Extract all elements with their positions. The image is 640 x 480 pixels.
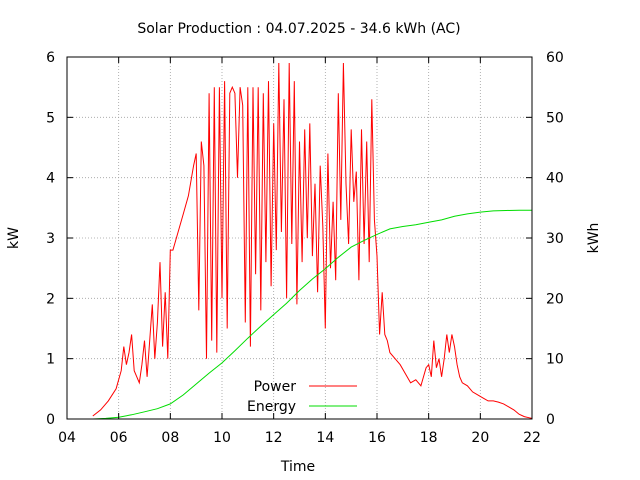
right-y-axis-label: kWh xyxy=(586,223,602,254)
y-right-tick-label: 20 xyxy=(546,291,564,307)
y-right-tick-label: 60 xyxy=(546,50,564,66)
x-tick-label: 22 xyxy=(523,430,541,446)
left-y-axis-label: kW xyxy=(6,227,22,249)
chart-title: Solar Production : 04.07.2025 - 34.6 kWh… xyxy=(137,21,460,37)
legend: Power Energy xyxy=(247,379,357,415)
x-tick-label: 12 xyxy=(265,430,283,446)
y-left-tick-label: 3 xyxy=(46,231,55,247)
y-right-tick-label: 10 xyxy=(546,352,564,368)
y-left-tick-label: 0 xyxy=(46,412,55,428)
x-tick-label: 20 xyxy=(471,430,489,446)
x-tick-label: 08 xyxy=(161,430,179,446)
energy-line xyxy=(92,209,532,420)
y-left-tick-label: 6 xyxy=(46,50,55,66)
y-right-tick-label: 30 xyxy=(546,231,564,247)
power-series xyxy=(92,62,533,419)
x-tick-label: 14 xyxy=(316,430,334,446)
x-tick-label: 18 xyxy=(420,430,438,446)
x-tick-label: 16 xyxy=(368,430,386,446)
x-tick-label: 06 xyxy=(110,430,128,446)
x-tick-label: 04 xyxy=(58,430,76,446)
y-left-tick-label: 1 xyxy=(46,352,55,368)
legend-label-power: Power xyxy=(254,379,297,395)
x-axis-label: Time xyxy=(280,459,315,475)
y-right-tick-label: 0 xyxy=(546,412,555,428)
power-line xyxy=(92,62,533,419)
energy-series xyxy=(92,209,532,420)
y-left-tick-label: 4 xyxy=(46,171,55,187)
grid-lines xyxy=(67,57,532,419)
x-tick-label: 10 xyxy=(213,430,231,446)
y-right-tick-label: 50 xyxy=(546,110,564,126)
y-right-tick-label: 40 xyxy=(546,171,564,187)
y-left-tick-label: 2 xyxy=(46,291,55,307)
y-left-tick-label: 5 xyxy=(46,110,55,126)
legend-label-energy: Energy xyxy=(247,399,296,415)
